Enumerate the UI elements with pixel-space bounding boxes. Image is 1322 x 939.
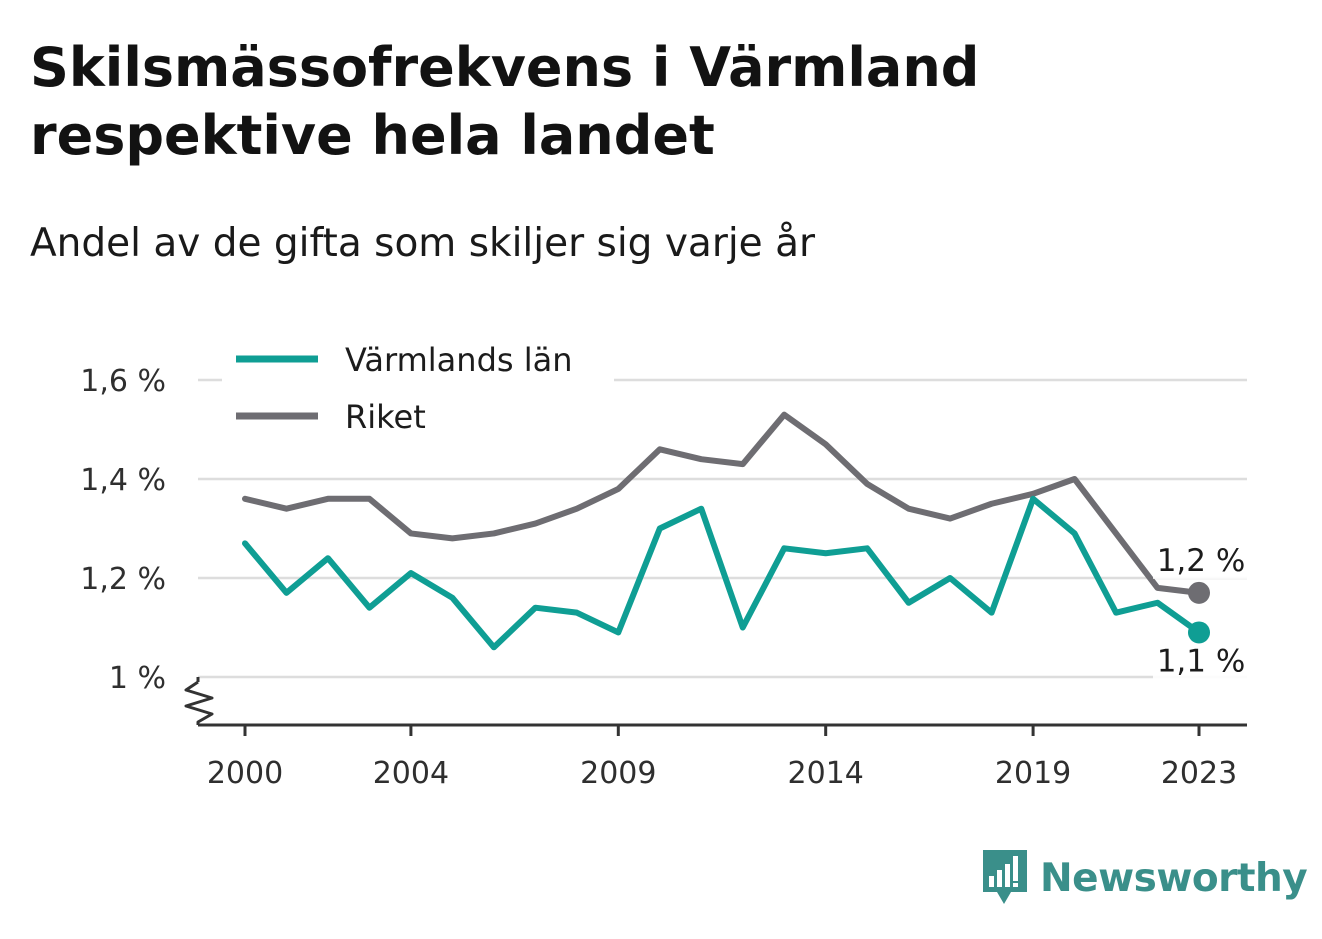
series-line-riket: [242, 411, 1202, 596]
x-tick-label: 2014: [788, 756, 864, 791]
legend-label-varmland: Värmlands län: [345, 341, 573, 379]
y-tick-label: 1 %: [109, 661, 166, 696]
series-line-varmland: [242, 495, 1202, 651]
newsworthy-logo-icon: [983, 850, 1027, 904]
page-subtitle: Andel av de gifta som skiljer sig varje …: [30, 221, 816, 266]
x-tick-label: 2023: [1161, 756, 1237, 791]
page-title: Skilsmässofrekvens i Värmland respektive…: [30, 36, 980, 167]
x-tick-label: 2019: [995, 756, 1071, 791]
end-label-background: [1153, 542, 1249, 579]
y-tick-label: 1,2 %: [80, 562, 166, 597]
series-endpoint-varmland: [1188, 621, 1210, 644]
x-tick-label: 2000: [207, 756, 283, 791]
x-tick-label: 2004: [373, 756, 449, 791]
x-tick-label: 2009: [580, 756, 656, 791]
series-endpoint-riket: [1188, 581, 1210, 604]
y-axis-break-icon: [184, 680, 214, 725]
legend-label-riket: Riket: [345, 398, 426, 436]
y-tick-label: 1,6 %: [80, 364, 166, 399]
end-label-background: [1153, 643, 1249, 680]
brand-name: Newsworthy: [1040, 855, 1308, 901]
brand-logo: Newsworthy: [980, 846, 1308, 910]
y-tick-label: 1,4 %: [80, 463, 166, 498]
legend-background: [222, 334, 614, 444]
series-end-label-riket: 1,2 %: [1157, 543, 1246, 579]
series-end-label-varmland: 1,1 %: [1157, 643, 1246, 679]
